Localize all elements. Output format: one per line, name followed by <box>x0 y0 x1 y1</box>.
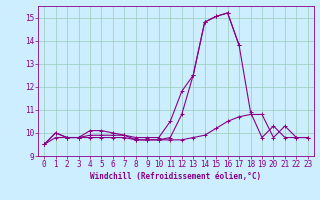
X-axis label: Windchill (Refroidissement éolien,°C): Windchill (Refroidissement éolien,°C) <box>91 172 261 181</box>
